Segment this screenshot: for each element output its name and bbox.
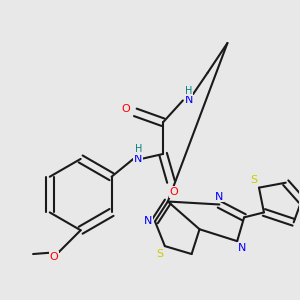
Text: N: N — [215, 192, 224, 202]
Text: N: N — [134, 154, 142, 164]
Text: N: N — [144, 216, 152, 226]
Text: O: O — [50, 252, 58, 262]
Text: O: O — [169, 187, 178, 196]
Text: N: N — [184, 95, 193, 106]
Text: S: S — [250, 175, 258, 185]
Text: N: N — [238, 243, 246, 253]
Text: S: S — [156, 249, 164, 259]
Text: H: H — [185, 85, 193, 96]
Text: H: H — [135, 144, 142, 154]
Text: O: O — [121, 104, 130, 114]
